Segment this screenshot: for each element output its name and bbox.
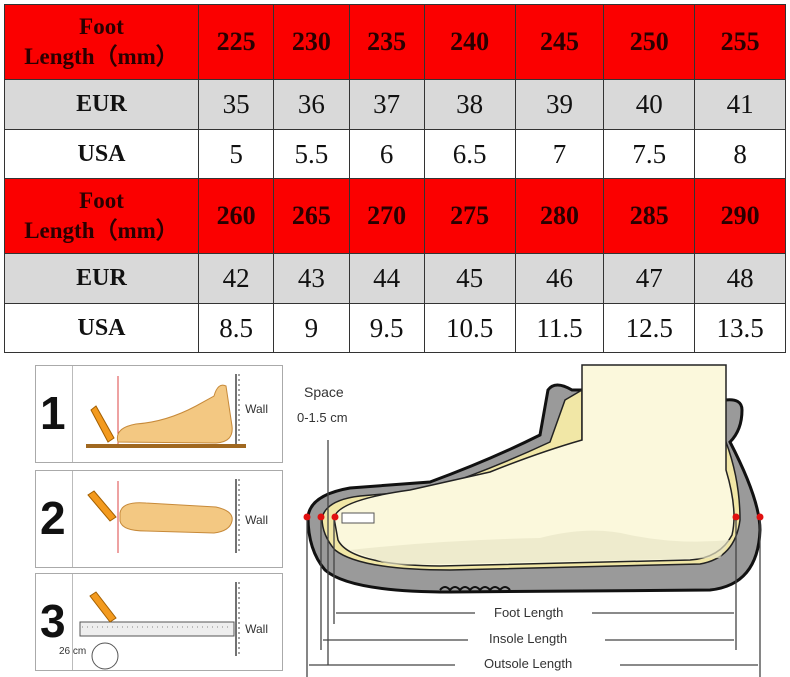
foot-cell: 275 [423, 178, 516, 254]
usa-cell: 13.5 [694, 303, 786, 353]
eur-cell: 43 [273, 253, 350, 304]
foot-cell: 245 [514, 4, 605, 80]
usa-cell: 6 [348, 129, 425, 179]
foot-length-row: Foot Length（mm） 225 230 235 240 245 250 255 [4, 4, 786, 80]
row-label: EUR [4, 79, 199, 130]
label-line: Foot [79, 14, 124, 39]
step-1-panel: 1 Wall [35, 365, 283, 463]
foot-cell: 240 [423, 4, 516, 80]
wall-label: Wall [245, 622, 268, 636]
usa-cell: 9 [273, 303, 350, 353]
usa-cell: 8 [694, 129, 786, 179]
eur-cell: 41 [694, 79, 786, 130]
foot-cell: 280 [514, 178, 605, 254]
insole-length-label: Insole Length [489, 631, 568, 646]
foot-cell: 260 [197, 178, 275, 254]
foot-length-row: Foot Length（mm） 260 265 270 275 280 285 290 [4, 178, 786, 254]
row-label: EUR [4, 253, 199, 304]
shoe-cross-section-diagram [303, 364, 764, 677]
outsole-length-label: Outsole Length [484, 656, 573, 671]
foot-cell: 270 [348, 178, 425, 254]
wall-label: Wall [245, 513, 268, 527]
label-line: Length（mm） [24, 44, 179, 69]
foot-heel-against-wall-illustration [86, 374, 246, 448]
eur-cell: 39 [514, 79, 605, 130]
ruler-measurement-illustration [79, 582, 240, 670]
usa-row: USA 8.5 9 9.5 10.5 11.5 12.5 13.5 [4, 303, 786, 353]
row-label-foot-length: Foot Length（mm） [4, 178, 199, 254]
space-label: Space [304, 384, 344, 400]
eur-cell: 42 [197, 253, 275, 304]
space-value: 0-1.5 cm [297, 410, 348, 425]
eur-cell: 45 [423, 253, 516, 304]
usa-cell: 8.5 [197, 303, 275, 353]
step-3-panel: 3 26 cm Wall [35, 573, 283, 671]
usa-row: USA 5 5.5 6 6.5 7 7.5 8 [4, 129, 786, 179]
label-line: Foot [79, 188, 124, 213]
eur-cell: 35 [197, 79, 275, 130]
step-number: 3 [40, 595, 66, 647]
eur-cell: 36 [273, 79, 350, 130]
eur-cell: 47 [603, 253, 696, 304]
eur-row: EUR 35 36 37 38 39 40 41 [4, 79, 786, 130]
foot-cell: 285 [603, 178, 696, 254]
eur-cell: 46 [514, 253, 605, 304]
usa-cell: 12.5 [603, 303, 696, 353]
usa-cell: 11.5 [514, 303, 605, 353]
step-number: 1 [40, 387, 66, 439]
foot-top-view-illustration [87, 479, 240, 553]
measurement-points [303, 513, 764, 521]
row-label: USA [4, 303, 199, 353]
eur-cell: 38 [423, 79, 516, 130]
eur-cell: 48 [694, 253, 786, 304]
usa-cell: 9.5 [348, 303, 425, 353]
usa-cell: 10.5 [423, 303, 516, 353]
wall-label: Wall [245, 402, 268, 416]
foot-length-label: Foot Length [494, 605, 564, 620]
row-label: USA [4, 129, 199, 179]
step-2-panel: 2 Wall [35, 470, 283, 568]
label-line: Length（mm） [24, 218, 179, 243]
foot-cell: 290 [694, 178, 786, 254]
foot-cell: 255 [694, 4, 786, 80]
step-number: 2 [40, 492, 66, 544]
foot-cell: 250 [603, 4, 696, 80]
foot-cell: 265 [273, 178, 350, 254]
usa-cell: 5 [197, 129, 275, 179]
eur-cell: 44 [348, 253, 425, 304]
ruler-reading: 26 cm [59, 646, 87, 657]
eur-cell: 40 [603, 79, 696, 130]
size-table: Foot Length（mm） 225 230 235 240 245 250 255 EUR 35… [4, 4, 786, 353]
row-label-foot-length: Foot Length（mm） [4, 4, 199, 80]
foot-cell: 235 [348, 4, 425, 80]
foot-cell: 230 [273, 4, 350, 80]
foot-cell: 225 [197, 4, 275, 80]
eur-cell: 37 [348, 79, 425, 130]
eur-row: EUR 42 43 44 45 46 47 48 [4, 253, 786, 304]
usa-cell: 7 [514, 129, 605, 179]
usa-cell: 5.5 [273, 129, 350, 179]
usa-cell: 6.5 [423, 129, 516, 179]
usa-cell: 7.5 [603, 129, 696, 179]
